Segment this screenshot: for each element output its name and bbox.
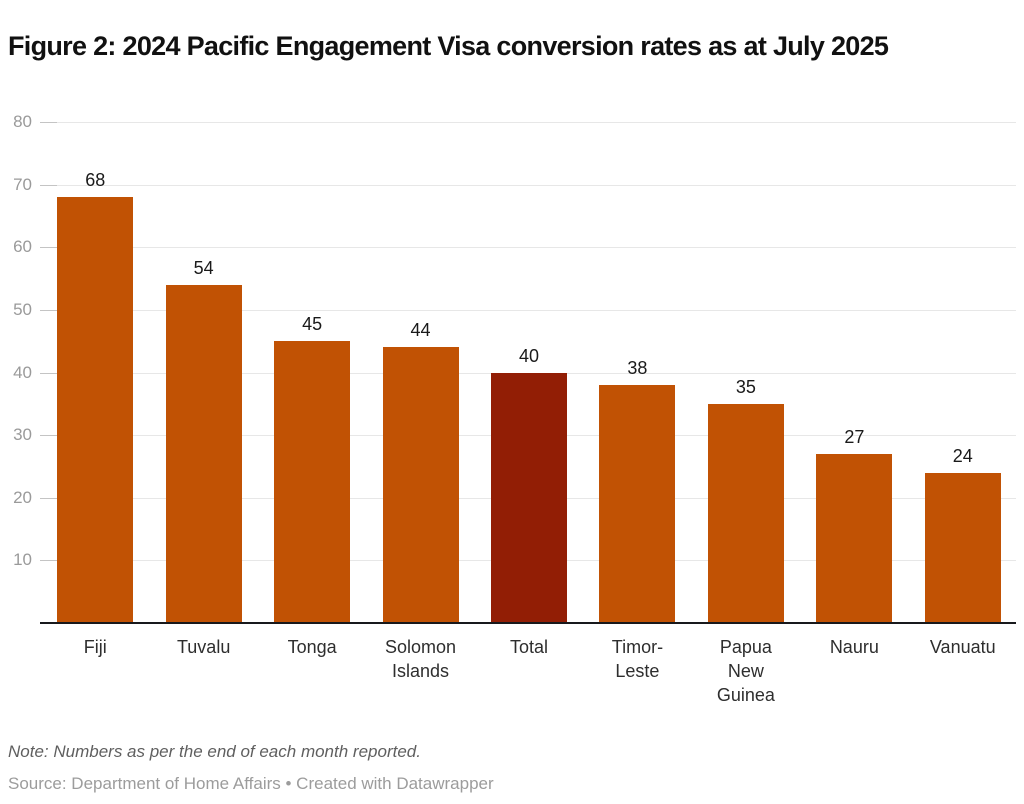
bar-value-label: 44 [410,320,431,341]
x-axis-line [40,622,1016,624]
category-label-line: Tuvalu [176,637,231,657]
y-tick-label-40: 40 [13,362,32,382]
chart-note: Note: Numbers as per the end of each mon… [8,742,421,761]
source-text: Source: Department of Home Affairs [8,774,281,793]
category-label-line: Solomon [385,637,457,657]
gridline-80 [40,122,1016,123]
category-label-line: Papua [719,637,772,657]
y-tick-mark-80 [40,122,57,123]
gridline-50 [40,309,1016,311]
y-tick-mark-20 [40,497,57,499]
category-label-line: Timor- [611,637,664,657]
bar-category-label: Tuvalu [134,635,274,659]
category-label-line: Guinea [716,685,775,705]
y-tick-mark-50 [40,309,57,311]
bar-category-label: Nauru [784,635,924,659]
bar-category-label: Papua New Guinea [676,635,816,707]
bar-value-label: 68 [85,170,106,191]
category-label-line: Nauru [829,637,879,657]
bar-category-label: Timor- Leste [567,635,707,683]
bar-papua-new-guinea [707,403,784,624]
bar-category-label: Vanuatu [893,635,1024,659]
y-tick-mark-70 [40,184,57,186]
bar-vanuatu [924,472,1001,624]
y-tick-label-60: 60 [13,237,32,257]
gridline-70 [40,184,1016,186]
bar-value-label: 27 [844,426,865,447]
category-label-line: Total [509,637,549,657]
datawrapper-attribution-link[interactable]: Created with Datawrapper [296,774,494,793]
bar-nauru [816,453,893,624]
y-tick-mark-40 [40,372,57,374]
bar-value-label: 24 [952,445,973,466]
gridline-60 [40,247,1016,249]
y-tick-label-70: 70 [13,174,32,194]
bar-value-label: 38 [627,358,648,379]
bar-category-label: Fiji [25,635,165,659]
y-tick-label-10: 10 [13,550,32,570]
y-tick-label-80: 80 [13,112,32,131]
category-label-line: Vanuatu [929,637,996,657]
bar-value-label: 40 [518,345,540,366]
y-tick-mark-30 [40,435,57,437]
chart-source-line: Source: Department of Home Affairs • Cre… [8,774,494,794]
bar-tonga [274,341,351,624]
category-label-line: New [727,661,764,681]
y-tick-mark-10 [40,560,57,562]
bar-category-label: Total [459,635,599,659]
bar-category-label: Tonga [242,635,382,659]
bar-tuvalu [165,284,242,624]
y-tick-mark-60 [40,247,57,249]
bar-value-label: 35 [735,376,756,397]
bar-value-label: 45 [302,314,323,335]
category-label-line: Fiji [83,637,107,657]
chart-title: Figure 2: 2024 Pacific Engagement Visa c… [8,31,889,62]
source-separator: • [280,774,297,793]
bar-total [491,372,567,624]
bar-fiji [57,197,134,624]
category-label-line: Leste [615,661,660,681]
bar-category-label: Solomon Islands [351,635,491,683]
category-label-line: Tonga [287,637,337,657]
bar-timor-leste [599,385,676,624]
y-tick-label-50: 50 [13,299,32,319]
bar-value-label: 54 [193,257,214,278]
bar-solomon-islands [382,347,459,624]
y-tick-label-20: 20 [13,487,32,507]
category-label-line: Islands [392,661,450,681]
y-tick-label-30: 30 [13,425,32,445]
